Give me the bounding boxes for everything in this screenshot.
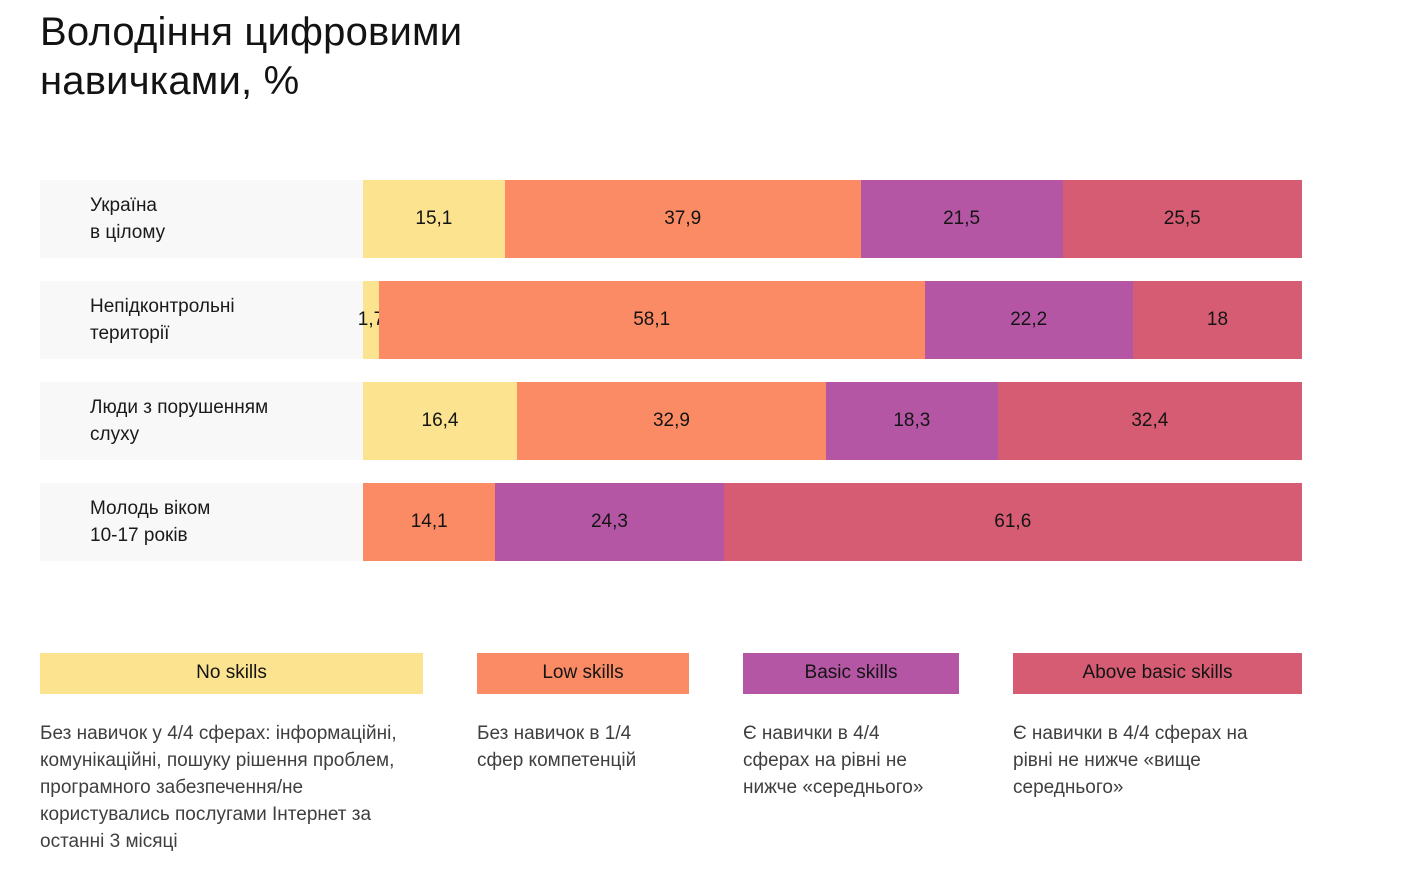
bar-segment-basic_skills: 18,3 — [825, 381, 998, 460]
page-title-line-1: Володіння цифровими — [40, 10, 463, 54]
legend-description: Без навичок у 4/4 сферах: інформаційні, … — [40, 722, 397, 852]
bar-segment-no_skills: 1,7 — [358, 280, 384, 359]
bar-value-label: 25,5 — [1163, 207, 1201, 229]
stacked-bar: 14,1 24,3 61,6 — [363, 482, 1302, 561]
stacked-bar: 1,7 58,1 22,2 18 — [358, 280, 1302, 359]
row-label-line: Молодь віком — [90, 497, 211, 519]
chart-row: Молодь віком 10-17 років 14,1 24,3 61,6 — [40, 482, 1302, 561]
row-label: Україна в цілому — [40, 179, 363, 258]
bar-segment-above_basic_skills: 32,4 — [997, 381, 1302, 460]
chart-legend: No skills Без навичок у 4/4 сферах: інфор… — [40, 652, 1302, 855]
bar-value-label: 37,9 — [664, 207, 702, 229]
bar-segment-no_skills: 15,1 — [363, 179, 505, 258]
legend-item: Low skills Без навичок в 1/4 сфер компете… — [477, 652, 689, 855]
legend-item: Basic skills Є навички в 4/4 сферах на рі… — [743, 652, 959, 855]
row-label-line: Непідконтрольні — [90, 295, 235, 317]
bar-segment-above_basic_skills: 18 — [1132, 280, 1302, 359]
legend-item: No skills Без навичок у 4/4 сферах: інфор… — [40, 652, 423, 855]
bar-value-label: 22,2 — [1010, 308, 1048, 330]
row-label-line: Люди з порушенням — [90, 396, 269, 418]
bar-segment-basic_skills: 24,3 — [495, 482, 724, 561]
bar-segment-above_basic_skills: 25,5 — [1062, 179, 1302, 258]
bar-value-label: 18 — [1206, 308, 1229, 330]
bar-value-label: 21,5 — [943, 207, 981, 229]
bar-value-label: 32,9 — [652, 409, 690, 431]
legend-description: Є навички в 4/4 сферах на рівні не нижче… — [1013, 722, 1248, 798]
bar-value-label: 58,1 — [633, 308, 671, 330]
stacked-bar-chart: Україна в цілому 15,1 37,9 21,5 25,5 Непідконт… — [40, 179, 1302, 561]
legend-description: Є навички в 4/4 сферах на рівні не нижче… — [743, 722, 924, 798]
legend-description: Без навичок в 1/4 сфер компетенцій — [477, 722, 637, 771]
bar-segment-basic_skills: 22,2 — [924, 280, 1133, 359]
bar-value-label: 18,3 — [893, 409, 931, 431]
row-label: Непідконтрольні території — [40, 280, 363, 359]
legend-badge-above_basic_skills: Above basic skills — [1013, 652, 1302, 694]
row-label-line: Україна — [90, 194, 158, 216]
row-label: Люди з порушенням слуху — [40, 381, 363, 460]
bar-value-label: 16,4 — [421, 409, 459, 431]
page-title-line-2: навичками, % — [40, 58, 300, 103]
legend-badge-low_skills: Low skills — [477, 652, 689, 694]
row-label-line: території — [90, 322, 170, 344]
legend-badge-basic_skills: Basic skills — [743, 652, 959, 694]
bar-segment-basic_skills: 21,5 — [860, 179, 1063, 258]
bar-segment-above_basic_skills: 61,6 — [723, 482, 1302, 561]
bar-segment-no_skills: 16,4 — [363, 381, 517, 460]
chart-row: Люди з порушенням слуху 16,4 32,9 18,3 32,4 — [40, 381, 1302, 460]
row-label-line: в цілому — [90, 221, 166, 243]
bar-value-label: 15,1 — [415, 207, 453, 229]
bar-value-label: 32,4 — [1131, 409, 1169, 431]
row-label-line: слуху — [90, 423, 140, 445]
bar-segment-low_skills: 32,9 — [516, 381, 826, 460]
bar-segment-low_skills: 37,9 — [504, 179, 861, 258]
bar-value-label: 24,3 — [590, 510, 628, 532]
legend-item: Above basic skills Є навички в 4/4 сферах… — [1013, 652, 1302, 855]
chart-row: Україна в цілому 15,1 37,9 21,5 25,5 — [40, 179, 1302, 258]
stacked-bar: 16,4 32,9 18,3 32,4 — [363, 381, 1302, 460]
legend-badge-no_skills: No skills — [40, 652, 423, 694]
row-label-line: 10-17 років — [90, 524, 188, 546]
row-label: Молодь віком 10-17 років — [40, 482, 363, 561]
page: Володіння цифровими навичками, % Україна… — [40, 8, 1342, 855]
bar-segment-low_skills: 58,1 — [378, 280, 925, 359]
bar-value-label: 14,1 — [410, 510, 448, 532]
bar-segment-low_skills: 14,1 — [363, 482, 496, 561]
stacked-bar: 15,1 37,9 21,5 25,5 — [363, 179, 1302, 258]
bar-value-label: 1,7 — [357, 308, 385, 330]
bar-value-label: 61,6 — [994, 510, 1032, 532]
page-title: Володіння цифровими навичками, % — [40, 8, 1342, 106]
chart-row: Непідконтрольні території 1,7 58,1 22,2 18 — [40, 280, 1302, 359]
